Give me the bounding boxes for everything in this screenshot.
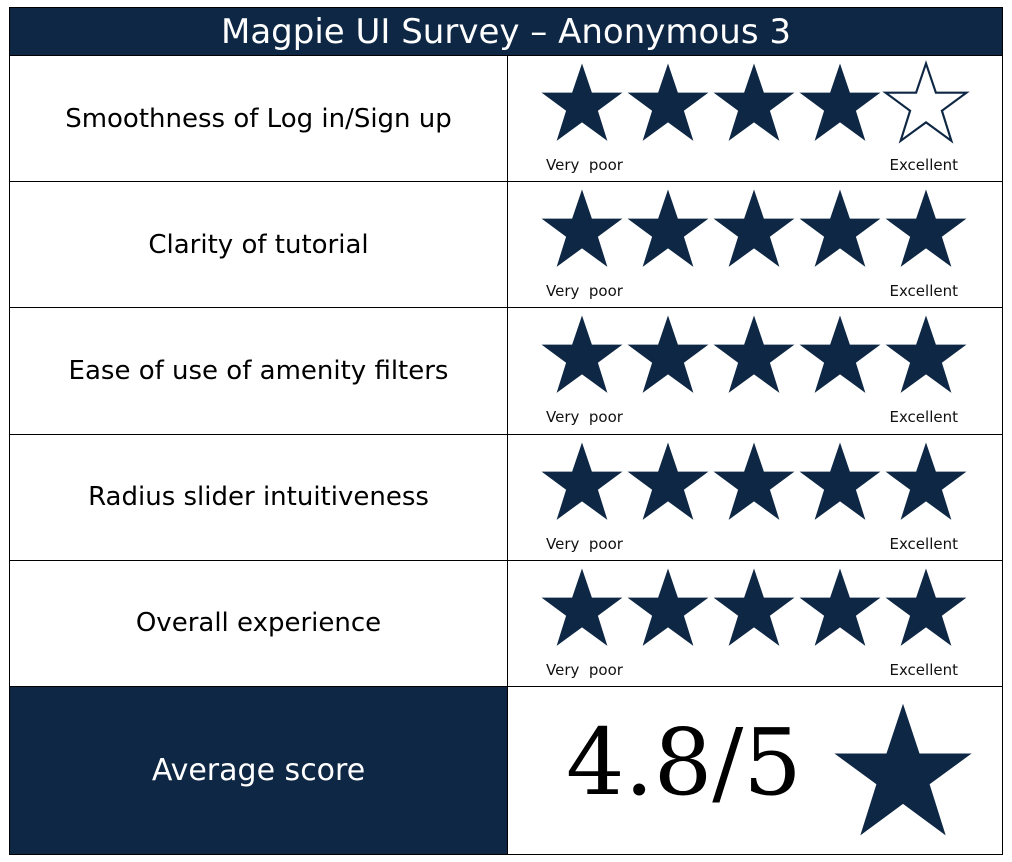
question-row: Overall experience Very poor Excellent: [10, 560, 1002, 687]
star-rating[interactable]: [536, 565, 976, 651]
question-label: Clarity of tutorial: [10, 182, 508, 308]
question-label: Smoothness of Log in/Sign up: [10, 56, 508, 182]
average-score-row: Average score 4.8/5: [10, 687, 1002, 854]
average-star-icon: [830, 701, 976, 841]
star-rating[interactable]: [536, 439, 976, 525]
scale-high-label: Excellent: [889, 408, 958, 427]
question-row: Clarity of tutorial Very poor Excellent: [10, 182, 1002, 309]
question-row: Radius slider intuitiveness Very poor Exce…: [10, 434, 1002, 561]
filled-star-icon[interactable]: [627, 315, 709, 394]
rating-cell: Very poor Excellent: [508, 56, 1002, 181]
scale-low-label: Very poor: [546, 282, 623, 301]
scale-high-label: Excellent: [889, 282, 958, 301]
filled-star-icon[interactable]: [627, 442, 709, 520]
filled-star-icon[interactable]: [799, 189, 881, 268]
empty-star-icon[interactable]: [882, 60, 970, 144]
filled-star-icon[interactable]: [713, 189, 795, 268]
question-label: Ease of use of amenity filters: [10, 308, 508, 434]
star-rating[interactable]: [536, 312, 976, 398]
filled-star-icon[interactable]: [541, 315, 623, 394]
question-row: Smoothness of Log in/Sign up Very poor Exc…: [10, 56, 1002, 183]
scale-low-label: Very poor: [546, 408, 623, 427]
filled-star-icon[interactable]: [713, 568, 795, 646]
filled-star-icon[interactable]: [541, 189, 623, 268]
scale-low-label: Very poor: [546, 660, 623, 679]
filled-star-icon[interactable]: [799, 568, 881, 646]
rating-cell: Very poor Excellent: [508, 308, 1002, 433]
survey-table: Magpie UI Survey – Anonymous 3 Smoothnes…: [9, 7, 1003, 855]
filled-star-icon[interactable]: [799, 442, 881, 520]
question-row: Ease of use of amenity filters Very poor E…: [10, 308, 1002, 435]
star-rating[interactable]: [536, 60, 976, 146]
filled-star-icon[interactable]: [885, 189, 967, 268]
question-label: Radius slider intuitiveness: [10, 434, 508, 560]
scale-high-label: Excellent: [889, 534, 958, 553]
filled-star-icon[interactable]: [627, 63, 709, 141]
question-label: Overall experience: [10, 560, 508, 686]
scale-high-label: Excellent: [889, 156, 958, 174]
filled-star-icon[interactable]: [541, 442, 623, 520]
scale-low-label: Very poor: [546, 534, 623, 553]
filled-star-icon[interactable]: [799, 63, 881, 141]
filled-star-icon[interactable]: [713, 315, 795, 394]
rating-cell: Very poor Excellent: [508, 182, 1002, 307]
star-rating[interactable]: [536, 186, 976, 272]
filled-star-icon[interactable]: [627, 189, 709, 268]
average-score-label: Average score: [10, 687, 508, 854]
filled-star-icon[interactable]: [541, 63, 623, 141]
filled-star-icon[interactable]: [627, 568, 709, 646]
survey-title: Magpie UI Survey – Anonymous 3: [10, 8, 1002, 56]
rating-cell: Very poor Excellent: [508, 561, 1002, 686]
scale-low-label: Very poor: [546, 156, 623, 174]
filled-star-icon[interactable]: [885, 315, 967, 394]
filled-star-icon[interactable]: [799, 315, 881, 394]
average-score-value: 4.8/5: [566, 709, 802, 816]
rating-cell: Very poor Excellent: [508, 435, 1002, 560]
filled-star-icon[interactable]: [885, 442, 967, 520]
filled-star-icon[interactable]: [885, 568, 967, 646]
scale-high-label: Excellent: [889, 660, 958, 679]
filled-star-icon[interactable]: [541, 568, 623, 646]
filled-star-icon[interactable]: [713, 442, 795, 520]
filled-star-icon[interactable]: [713, 63, 795, 141]
